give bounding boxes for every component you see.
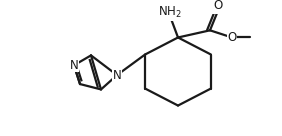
- Text: N: N: [113, 69, 121, 82]
- Text: NH$_2$: NH$_2$: [158, 5, 182, 20]
- Text: O: O: [227, 31, 237, 44]
- Text: O: O: [213, 0, 222, 12]
- Text: N: N: [70, 59, 78, 72]
